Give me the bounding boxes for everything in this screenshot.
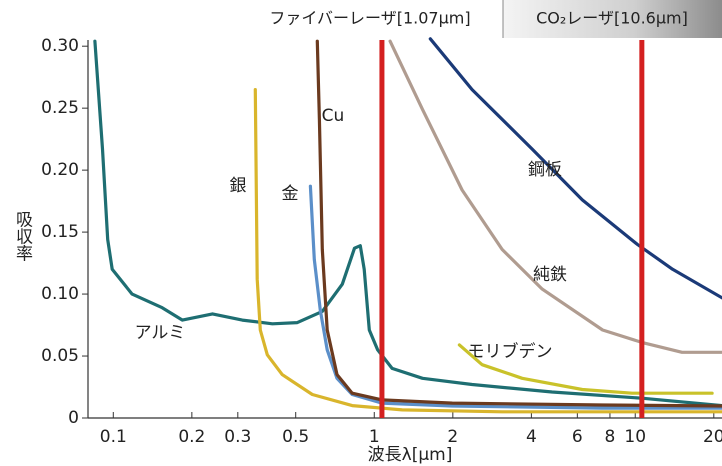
x-tick-label: 6 — [572, 427, 583, 447]
series-label: モリブデン — [468, 341, 553, 362]
x-tick-label: 1 — [369, 427, 380, 447]
y-tick-label: 0.25 — [41, 98, 79, 118]
y-tick-label: 0.15 — [41, 222, 79, 242]
y-tick-label: 0.10 — [41, 284, 79, 304]
x-tick-label: 0.2 — [178, 427, 205, 447]
x-axis-label: 波長λ[μm] — [368, 445, 453, 465]
y-tick-label: 0.05 — [41, 346, 79, 366]
x-tick-label: 0.1 — [100, 427, 127, 447]
x-tick-label: 0.5 — [282, 427, 309, 447]
chart: 波長λ[μm] 吸収率 0 0.05 0.10 0.15 0.20 0.25 0.30 0.1… — [0, 0, 722, 466]
page: 波長λ[μm] 吸収率 0 0.05 0.10 0.15 0.20 0.25 0.30 0.1… — [0, 0, 722, 466]
series-line — [95, 41, 722, 405]
x-tick-label: 4 — [526, 427, 537, 447]
y-axis-label: 吸収率 — [12, 211, 33, 262]
series-line — [430, 39, 722, 298]
x-tick-label: 20 — [703, 427, 722, 447]
series-line — [255, 90, 722, 412]
x-tick-label: 8 — [605, 427, 616, 447]
series-label: 鋼板 — [528, 160, 562, 180]
series-label: 銀 — [230, 176, 247, 196]
x-tick-label: 2 — [447, 427, 458, 447]
series-label: Cu — [322, 106, 345, 126]
series-label: アルミ — [135, 323, 186, 343]
x-tick-label: 0.3 — [224, 427, 251, 447]
y-tick-label: 0 — [68, 408, 79, 428]
series-label: 純鉄 — [533, 265, 567, 285]
series-line — [390, 41, 722, 352]
series-label: 金 — [282, 184, 299, 204]
x-tick-label: 10 — [624, 427, 646, 447]
laser-label: CO₂レーザ[10.6μm] — [536, 9, 688, 28]
laser-label: ファイバーレーザ[1.07μm] — [269, 9, 470, 28]
y-tick-label: 0.30 — [41, 36, 79, 56]
y-tick-label: 0.20 — [41, 160, 79, 180]
